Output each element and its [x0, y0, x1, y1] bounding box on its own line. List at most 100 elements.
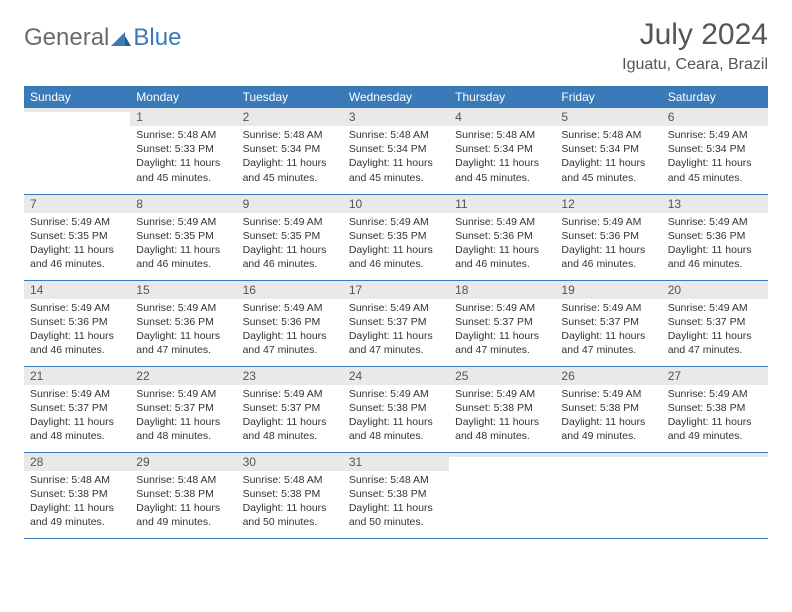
day-number: 5	[555, 108, 661, 126]
page-header: General Blue July 2024 Iguatu, Ceara, Br…	[24, 18, 768, 74]
daylight-text: Daylight: 11 hours and 47 minutes.	[668, 329, 762, 357]
daylight-text: Daylight: 11 hours and 49 minutes.	[561, 415, 655, 443]
day-number	[555, 453, 661, 457]
title-block: July 2024 Iguatu, Ceara, Brazil	[622, 18, 768, 74]
day-number: 26	[555, 367, 661, 385]
day-number: 19	[555, 281, 661, 299]
day-details: Sunrise: 5:48 AMSunset: 5:38 PMDaylight:…	[343, 471, 449, 534]
sunset-text: Sunset: 5:38 PM	[349, 487, 443, 501]
day-number	[449, 453, 555, 457]
sunrise-text: Sunrise: 5:49 AM	[455, 387, 549, 401]
calendar-day-cell: 10Sunrise: 5:49 AMSunset: 5:35 PMDayligh…	[343, 194, 449, 280]
daylight-text: Daylight: 11 hours and 45 minutes.	[349, 156, 443, 184]
calendar-day-cell: 18Sunrise: 5:49 AMSunset: 5:37 PMDayligh…	[449, 280, 555, 366]
calendar-day-cell	[449, 452, 555, 538]
sunset-text: Sunset: 5:35 PM	[30, 229, 124, 243]
sunrise-text: Sunrise: 5:48 AM	[349, 128, 443, 142]
day-number: 30	[237, 453, 343, 471]
month-title: July 2024	[622, 18, 768, 52]
daylight-text: Daylight: 11 hours and 48 minutes.	[30, 415, 124, 443]
calendar-day-cell: 4Sunrise: 5:48 AMSunset: 5:34 PMDaylight…	[449, 108, 555, 194]
day-details: Sunrise: 5:48 AMSunset: 5:34 PMDaylight:…	[343, 126, 449, 189]
sunrise-text: Sunrise: 5:49 AM	[349, 215, 443, 229]
calendar-day-cell: 5Sunrise: 5:48 AMSunset: 5:34 PMDaylight…	[555, 108, 661, 194]
day-header: Sunday	[24, 86, 130, 108]
day-details: Sunrise: 5:48 AMSunset: 5:34 PMDaylight:…	[449, 126, 555, 189]
day-number: 1	[130, 108, 236, 126]
sunrise-text: Sunrise: 5:49 AM	[561, 387, 655, 401]
sunrise-text: Sunrise: 5:49 AM	[30, 301, 124, 315]
calendar-day-cell: 15Sunrise: 5:49 AMSunset: 5:36 PMDayligh…	[130, 280, 236, 366]
calendar-day-cell: 26Sunrise: 5:49 AMSunset: 5:38 PMDayligh…	[555, 366, 661, 452]
day-details: Sunrise: 5:49 AMSunset: 5:37 PMDaylight:…	[343, 299, 449, 362]
sunrise-text: Sunrise: 5:49 AM	[243, 387, 337, 401]
daylight-text: Daylight: 11 hours and 48 minutes.	[243, 415, 337, 443]
sunrise-text: Sunrise: 5:49 AM	[136, 301, 230, 315]
sunrise-text: Sunrise: 5:49 AM	[349, 301, 443, 315]
daylight-text: Daylight: 11 hours and 47 minutes.	[349, 329, 443, 357]
day-number: 20	[662, 281, 768, 299]
calendar-day-cell: 27Sunrise: 5:49 AMSunset: 5:38 PMDayligh…	[662, 366, 768, 452]
day-details: Sunrise: 5:49 AMSunset: 5:38 PMDaylight:…	[449, 385, 555, 448]
daylight-text: Daylight: 11 hours and 45 minutes.	[455, 156, 549, 184]
logo-text-general: General	[24, 24, 109, 52]
sunset-text: Sunset: 5:37 PM	[30, 401, 124, 415]
sunrise-text: Sunrise: 5:49 AM	[136, 387, 230, 401]
sunrise-text: Sunrise: 5:49 AM	[668, 215, 762, 229]
calendar-day-cell: 28Sunrise: 5:48 AMSunset: 5:38 PMDayligh…	[24, 452, 130, 538]
sunrise-text: Sunrise: 5:49 AM	[30, 215, 124, 229]
sunrise-text: Sunrise: 5:48 AM	[30, 473, 124, 487]
sunrise-text: Sunrise: 5:49 AM	[243, 301, 337, 315]
sunrise-text: Sunrise: 5:49 AM	[136, 215, 230, 229]
day-number: 17	[343, 281, 449, 299]
calendar-week-row: 21Sunrise: 5:49 AMSunset: 5:37 PMDayligh…	[24, 366, 768, 452]
sunset-text: Sunset: 5:37 PM	[349, 315, 443, 329]
calendar-day-cell: 29Sunrise: 5:48 AMSunset: 5:38 PMDayligh…	[130, 452, 236, 538]
daylight-text: Daylight: 11 hours and 46 minutes.	[30, 329, 124, 357]
sunrise-text: Sunrise: 5:48 AM	[136, 128, 230, 142]
day-number: 16	[237, 281, 343, 299]
day-number: 28	[24, 453, 130, 471]
daylight-text: Daylight: 11 hours and 46 minutes.	[136, 243, 230, 271]
day-details: Sunrise: 5:49 AMSunset: 5:35 PMDaylight:…	[343, 213, 449, 276]
sunset-text: Sunset: 5:38 PM	[243, 487, 337, 501]
calendar-day-cell: 6Sunrise: 5:49 AMSunset: 5:34 PMDaylight…	[662, 108, 768, 194]
day-details: Sunrise: 5:49 AMSunset: 5:35 PMDaylight:…	[237, 213, 343, 276]
sunrise-text: Sunrise: 5:49 AM	[668, 301, 762, 315]
day-number: 22	[130, 367, 236, 385]
daylight-text: Daylight: 11 hours and 48 minutes.	[455, 415, 549, 443]
day-number: 9	[237, 195, 343, 213]
daylight-text: Daylight: 11 hours and 46 minutes.	[561, 243, 655, 271]
day-number	[662, 453, 768, 457]
sunset-text: Sunset: 5:34 PM	[668, 142, 762, 156]
day-number: 27	[662, 367, 768, 385]
sunset-text: Sunset: 5:36 PM	[455, 229, 549, 243]
sunrise-text: Sunrise: 5:48 AM	[455, 128, 549, 142]
logo-text-blue: Blue	[133, 24, 181, 52]
location-text: Iguatu, Ceara, Brazil	[622, 56, 768, 74]
day-details: Sunrise: 5:48 AMSunset: 5:38 PMDaylight:…	[237, 471, 343, 534]
sunset-text: Sunset: 5:38 PM	[30, 487, 124, 501]
sunset-text: Sunset: 5:38 PM	[455, 401, 549, 415]
day-details: Sunrise: 5:49 AMSunset: 5:36 PMDaylight:…	[24, 299, 130, 362]
day-number: 29	[130, 453, 236, 471]
day-header-row: Sunday Monday Tuesday Wednesday Thursday…	[24, 86, 768, 108]
sunset-text: Sunset: 5:38 PM	[136, 487, 230, 501]
calendar-day-cell: 25Sunrise: 5:49 AMSunset: 5:38 PMDayligh…	[449, 366, 555, 452]
daylight-text: Daylight: 11 hours and 48 minutes.	[349, 415, 443, 443]
calendar-day-cell: 3Sunrise: 5:48 AMSunset: 5:34 PMDaylight…	[343, 108, 449, 194]
calendar-day-cell	[24, 108, 130, 194]
daylight-text: Daylight: 11 hours and 46 minutes.	[455, 243, 549, 271]
sunset-text: Sunset: 5:37 PM	[455, 315, 549, 329]
sunset-text: Sunset: 5:37 PM	[136, 401, 230, 415]
daylight-text: Daylight: 11 hours and 46 minutes.	[668, 243, 762, 271]
calendar-day-cell: 9Sunrise: 5:49 AMSunset: 5:35 PMDaylight…	[237, 194, 343, 280]
sunset-text: Sunset: 5:37 PM	[561, 315, 655, 329]
sunrise-text: Sunrise: 5:49 AM	[455, 301, 549, 315]
day-number: 31	[343, 453, 449, 471]
sunset-text: Sunset: 5:34 PM	[455, 142, 549, 156]
sunset-text: Sunset: 5:36 PM	[668, 229, 762, 243]
sunrise-text: Sunrise: 5:48 AM	[136, 473, 230, 487]
calendar-week-row: 7Sunrise: 5:49 AMSunset: 5:35 PMDaylight…	[24, 194, 768, 280]
day-number: 3	[343, 108, 449, 126]
